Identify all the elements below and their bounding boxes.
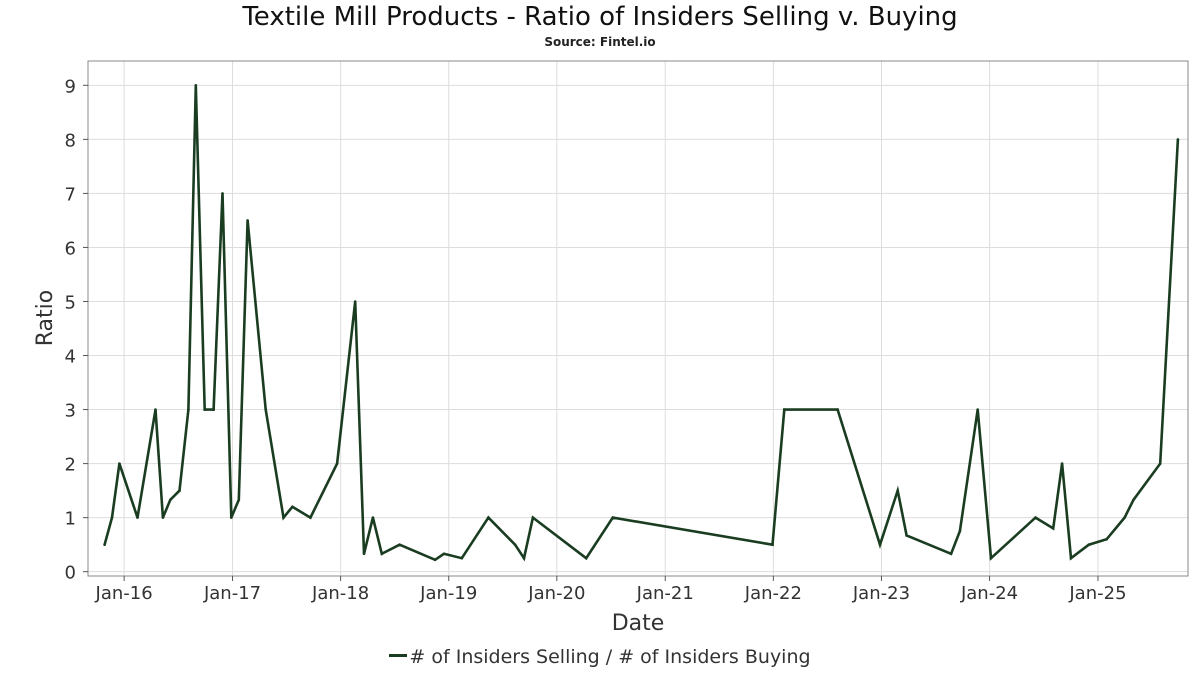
- data-point: [246, 219, 249, 222]
- legend-line-swatch: [389, 654, 408, 657]
- y-tick-label: 9: [65, 76, 76, 97]
- y-tick-label: 7: [65, 184, 76, 205]
- data-point: [362, 552, 366, 556]
- y-tick-label: 0: [65, 563, 76, 584]
- y-tick-label: 4: [65, 347, 76, 368]
- data-point: [203, 408, 206, 411]
- x-tick-label: Jan-25: [1068, 583, 1126, 604]
- legend: # of Insiders Selling / # of Insiders Bu…: [0, 646, 1200, 668]
- data-point: [110, 516, 114, 519]
- data-point: [1060, 462, 1064, 465]
- x-tick-label: Jan-16: [95, 583, 153, 604]
- data-point: [1034, 516, 1037, 519]
- data-point: [282, 516, 285, 519]
- data-point: [1069, 556, 1073, 560]
- data-point: [118, 462, 121, 465]
- data-point: [460, 556, 464, 560]
- grid-lines: [88, 61, 1188, 576]
- data-point: [905, 534, 908, 537]
- data-point: [771, 543, 774, 546]
- x-tick-label: Jan-23: [852, 583, 910, 604]
- series-group: [103, 84, 1180, 562]
- data-point: [169, 498, 172, 502]
- data-point: [611, 516, 615, 519]
- data-point: [1132, 498, 1135, 502]
- data-point: [161, 516, 165, 519]
- y-tick-label: 1: [65, 509, 76, 530]
- data-point: [1051, 527, 1055, 530]
- data-point: [187, 408, 190, 411]
- data-point: [221, 192, 224, 195]
- data-point: [1105, 538, 1108, 541]
- data-point: [989, 556, 993, 560]
- x-tick-label: Jan-19: [419, 583, 477, 604]
- data-point: [230, 516, 233, 519]
- data-point: [1087, 543, 1091, 546]
- data-point: [398, 543, 401, 546]
- y-tick-label: 3: [65, 401, 76, 422]
- data-point: [836, 408, 839, 411]
- data-point: [291, 505, 294, 509]
- data-point: [136, 516, 139, 519]
- x-tick-label: Jan-22: [744, 583, 802, 604]
- data-point: [1158, 462, 1162, 465]
- x-tick-label: Jan-20: [527, 583, 585, 604]
- legend-series-label: # of Insiders Selling / # of Insiders Bu…: [409, 646, 811, 668]
- data-point: [958, 529, 962, 533]
- y-tick-label: 8: [65, 130, 76, 151]
- chart-subtitle: Source: Fintel.io: [544, 35, 656, 49]
- axis-ticks: Jan-16 Jan-17 Jan-18 Jan-19 Jan-20 Jan-21 Jan-…: [65, 76, 1127, 604]
- data-point: [878, 543, 882, 546]
- x-tick-label: Jan-17: [203, 583, 261, 604]
- y-tick-label: 5: [65, 292, 76, 313]
- data-point: [371, 516, 375, 519]
- data-point: [237, 498, 241, 502]
- x-tick-label: Jan-21: [636, 583, 694, 604]
- data-point: [380, 552, 384, 556]
- data-point: [783, 408, 786, 411]
- y-axis-label: Ratio: [33, 290, 58, 346]
- y-tick-label: 6: [65, 238, 76, 259]
- data-point: [1123, 516, 1126, 519]
- data-point: [522, 556, 526, 560]
- data-point: [976, 408, 979, 411]
- data-point: [178, 489, 181, 492]
- plot-frame: [87, 60, 1189, 577]
- data-point: [194, 84, 198, 87]
- y-tick-label: 2: [65, 455, 76, 476]
- x-axis-label: Date: [612, 611, 665, 636]
- data-point: [353, 300, 357, 303]
- data-point: [212, 408, 215, 411]
- chart-title: Textile Mill Products - Ratio of Insider…: [242, 2, 958, 32]
- data-point: [154, 408, 157, 411]
- data-point: [264, 408, 268, 411]
- data-point: [584, 556, 588, 560]
- data-point: [531, 516, 535, 519]
- x-tick-label: Jan-24: [960, 583, 1018, 604]
- data-point: [513, 543, 517, 546]
- data-point: [335, 462, 339, 465]
- data-point: [309, 516, 312, 519]
- series-line: [103, 85, 1180, 562]
- data-point: [896, 489, 899, 492]
- data-point: [1176, 138, 1180, 141]
- x-tick-label: Jan-18: [311, 583, 369, 604]
- data-point: [949, 552, 953, 556]
- data-point: [433, 558, 437, 562]
- data-point: [442, 552, 446, 556]
- data-point: [487, 516, 490, 519]
- data-point: [103, 543, 106, 546]
